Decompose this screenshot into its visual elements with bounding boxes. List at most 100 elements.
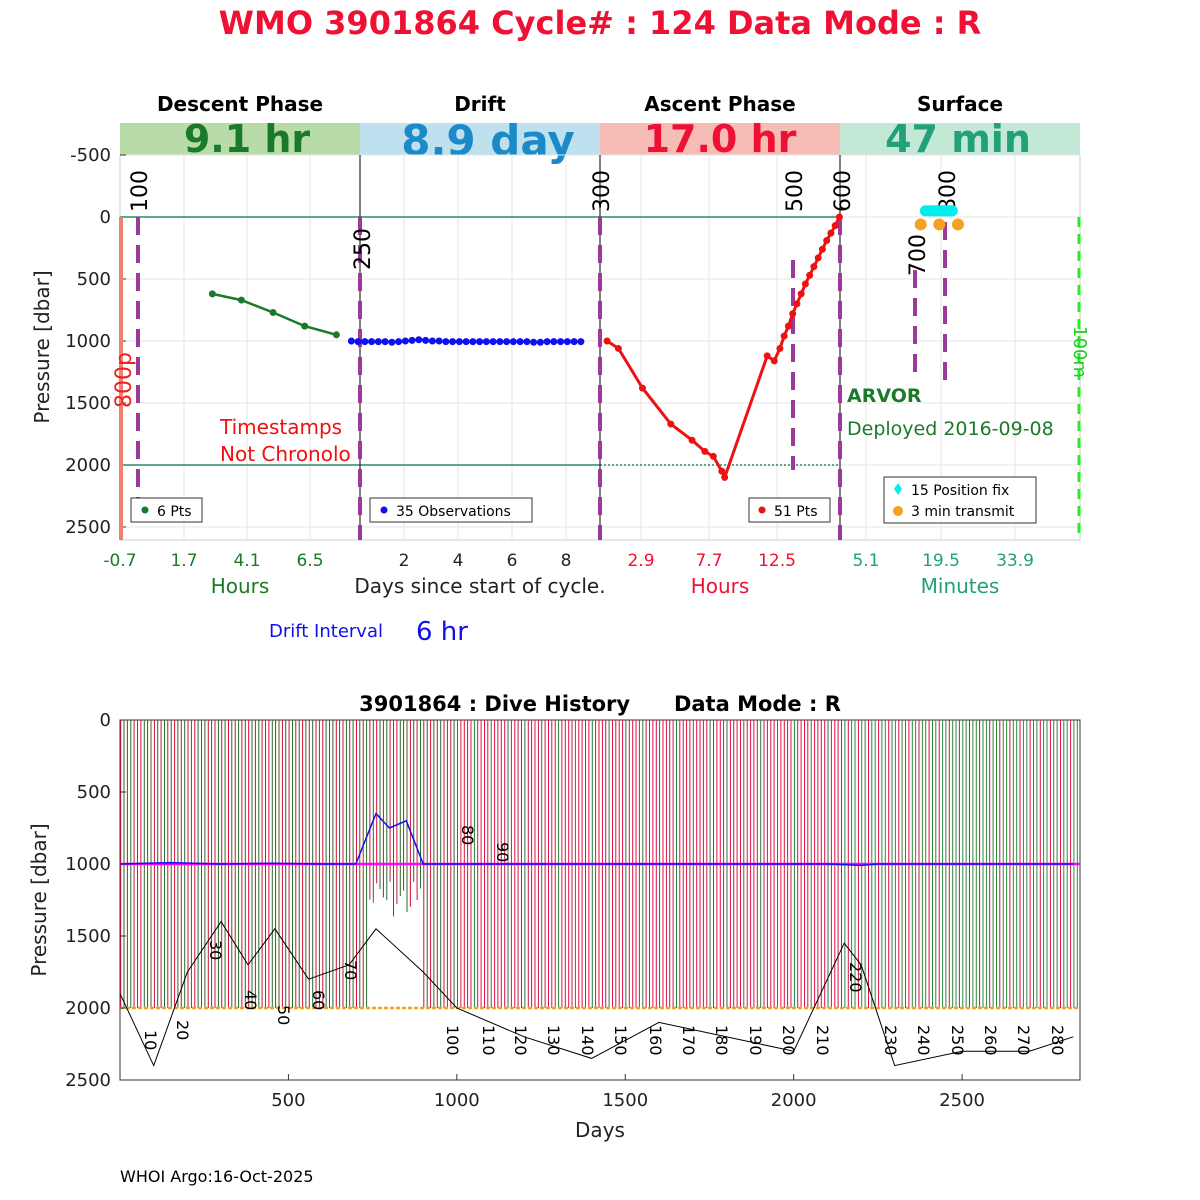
drift-point [442, 338, 450, 346]
profile-pressure-line [120, 920, 1074, 1067]
drift-x-tick: 4 [453, 551, 464, 571]
drift-point [401, 337, 409, 345]
bottom-x-tick-label: 1000 [434, 1090, 480, 1111]
marker-label-800: 800 [936, 170, 961, 212]
ascent-point [797, 290, 805, 298]
drift-point [536, 338, 544, 346]
cycle-label: 200 [779, 1025, 798, 1056]
drift-point [496, 338, 504, 346]
annotation-100m: 100m [1069, 326, 1090, 378]
timestamps-warning-line-1: Timestamps [219, 415, 342, 439]
bottom-y-ticks: 0 500 1000 1500 2000 2500 [65, 710, 126, 1091]
figure-title: WMO 3901864 Cycle# : 124 Data Mode : R [219, 4, 982, 42]
deployment-date: Deployed 2016-09-08 [847, 418, 1054, 440]
ascent-point [823, 237, 831, 245]
ascent-point [603, 337, 611, 345]
cycle-label: 170 [679, 1025, 698, 1056]
ascent-point [806, 271, 814, 279]
bottom-y-tick-label: 0 [100, 710, 111, 731]
marker-label-300: 300 [590, 170, 615, 212]
transmit-point [933, 218, 946, 231]
marker-label-700: 700 [906, 234, 931, 276]
ascent-point [831, 222, 839, 230]
cycle-label: 70 [341, 960, 360, 980]
drift-point [530, 338, 538, 346]
drift-duration-value: 8.9 day [401, 116, 575, 165]
descent-point [269, 308, 277, 316]
ascent-point [721, 473, 729, 481]
marker-label-500: 500 [783, 170, 808, 212]
drift-point [381, 338, 389, 346]
bottom-x-tick-label: 500 [271, 1090, 305, 1111]
ascent-phase-name: Ascent Phase [644, 92, 795, 116]
drift-point [550, 338, 558, 346]
drift-point [462, 338, 470, 346]
cycle-label: 210 [813, 1025, 832, 1056]
ascent-point [814, 254, 822, 262]
descent-point [208, 290, 216, 298]
ascent-point [639, 384, 646, 392]
cycle-label: 80 [458, 825, 477, 845]
drift-point [543, 338, 551, 346]
top-y-tick-label: 2000 [65, 455, 111, 476]
ascent-duration-value: 17.0 hr [644, 117, 797, 161]
footer-credit: WHOI Argo:16-Oct-2025 [120, 1167, 314, 1186]
cycle-label: 120 [511, 1025, 530, 1056]
bottom-y-tick-label: 2500 [65, 1070, 111, 1091]
cycle-label: 220 [846, 962, 865, 993]
cycle-label: 40 [241, 990, 260, 1010]
ascent-legend-label: 51 Pts [774, 504, 818, 520]
descent-duration-band [120, 123, 360, 155]
bottom-x-ticks: 500 1000 1500 2000 2500 [271, 1074, 985, 1111]
surface-x-unit: Minutes [921, 574, 1000, 598]
cycle-label: 150 [611, 1025, 630, 1056]
bottom-x-tick-label: 2500 [939, 1090, 985, 1111]
drift-point [523, 338, 531, 346]
drift-phase-name: Drift [454, 92, 506, 116]
cycle-label: 30 [206, 940, 225, 960]
top-y-tick-label: -500 [70, 145, 111, 166]
descent-x-unit: Hours [211, 574, 270, 598]
bottom-y-tick-label: 1500 [65, 926, 111, 947]
drift-point [354, 338, 362, 346]
drift-point [368, 338, 376, 346]
position-fix-legend-label: 15 Position fix [911, 483, 1009, 499]
position-fix-point [946, 205, 958, 217]
transmit-point [951, 218, 964, 231]
marker-label-100: 100 [128, 170, 153, 212]
drift-point [428, 337, 436, 345]
drift-interval-label: Drift Interval [269, 621, 383, 642]
ascent-x-tick: 2.9 [627, 551, 654, 571]
ascent-x-ticks: 2.9 7.7 12.5 [627, 551, 795, 571]
descent-point [301, 322, 309, 330]
top-y-tick-label: 500 [77, 269, 111, 290]
top-series [208, 205, 964, 482]
drift-x-tick: 2 [399, 551, 410, 571]
drift-point [503, 338, 511, 346]
surface-legend: 15 Position fix 3 min transmit [883, 476, 1037, 524]
ascent-point [827, 229, 835, 237]
descent-x-tick: 1.7 [170, 551, 197, 571]
drift-x-ticks: 2 4 6 8 [399, 551, 572, 571]
cycle-labels: 10 20 30 40 50 60 70 80 90 100 110 120 130 140 150 160 1… [141, 825, 1067, 1056]
ascent-x-tick: 7.7 [695, 551, 722, 571]
top-y-tick-label: 0 [100, 207, 111, 228]
cycle-label: 140 [578, 1025, 597, 1056]
top-y-tick-label: 1500 [65, 393, 111, 414]
drift-point [563, 338, 571, 346]
ascent-line [606, 216, 841, 482]
marker-label-600: 600 [831, 170, 856, 212]
ascent-point [614, 344, 622, 352]
ascent-point [709, 452, 717, 460]
surface-x-ticks: 5.1 19.5 33.9 [852, 551, 1033, 571]
ascent-point [835, 213, 843, 221]
top-panel: Descent Phase Drift Ascent Phase Surface… [30, 92, 1090, 647]
ascent-point [818, 245, 826, 253]
bottom-x-tick-label: 2000 [771, 1090, 817, 1111]
bottom-panel: 3901864 : Dive History Data Mode : R 10 2… [27, 692, 1081, 1142]
ascent-point [763, 352, 771, 360]
dive-history-series [120, 812, 1080, 1067]
dive-history-title: 3901864 : Dive History Data Mode : R [359, 692, 841, 716]
ascent-point [780, 332, 788, 340]
float-type: ARVOR [847, 385, 922, 407]
